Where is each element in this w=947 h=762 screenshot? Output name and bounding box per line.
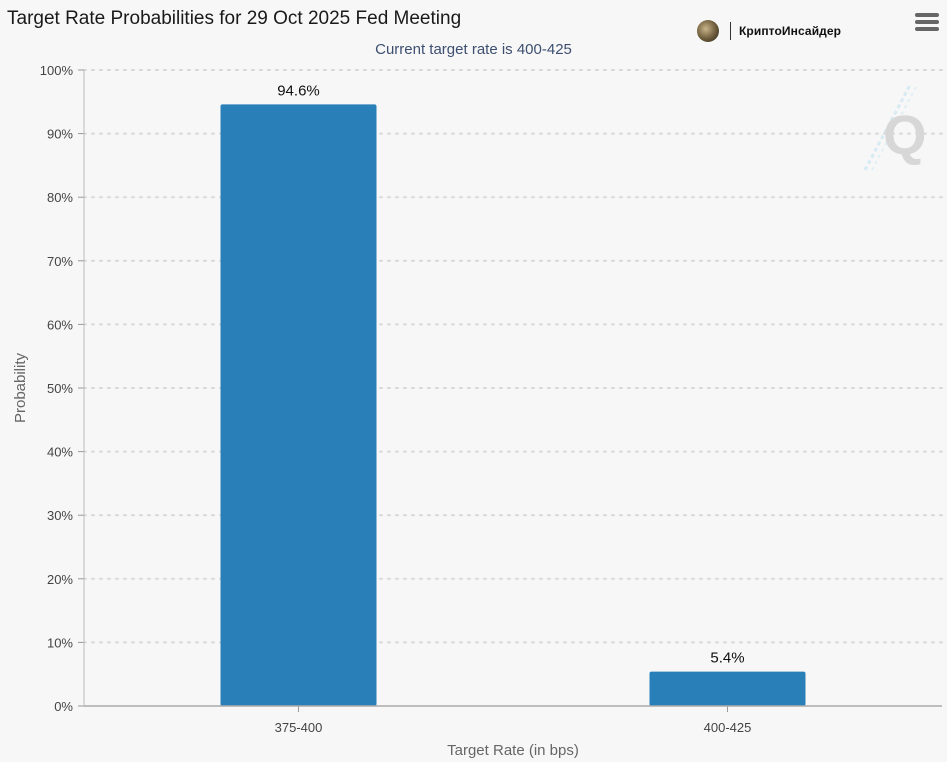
svg-text:Q: Q: [883, 103, 927, 166]
y-tick-label: 90%: [47, 127, 73, 142]
y-axis-title: Probability: [12, 352, 29, 423]
brand-name: КриптоИнсайдер: [739, 24, 842, 38]
x-tick-label: 400-425: [704, 720, 752, 735]
chart-title: Target Rate Probabilities for 29 Oct 202…: [7, 8, 462, 29]
y-tick-label: 0%: [54, 699, 73, 714]
bar-400-425[interactable]: [649, 671, 806, 706]
menu-bar-top: [915, 13, 939, 17]
data-labels: 94.6% 5.4%: [277, 82, 744, 666]
bar-375-400[interactable]: [220, 104, 377, 707]
y-tick-label: 50%: [47, 381, 73, 396]
menu-bar-bottom: [915, 27, 939, 31]
y-tick-label: 10%: [47, 635, 73, 650]
y-tick-label: 40%: [47, 445, 73, 460]
hamburger-menu-icon[interactable]: [915, 13, 939, 35]
grid-lines: [83, 69, 943, 644]
data-label-400-425: 5.4%: [710, 650, 744, 667]
bars: [220, 104, 806, 707]
y-axis: 0% 10% 20% 30% 40% 50% 60% 70% 80% 90% 100%: [40, 63, 85, 714]
x-tick-label: 375-400: [275, 720, 323, 735]
y-tick-label: 100%: [40, 63, 74, 78]
menu-bar-middle: [915, 20, 939, 24]
y-tick-label: 80%: [47, 190, 73, 205]
y-tick-label: 70%: [47, 254, 73, 269]
q-watermark-icon: Q: [863, 84, 927, 171]
brand-divider: [730, 22, 731, 40]
x-axis: 375-400 400-425: [84, 705, 942, 735]
chart-subtitle: Current target rate is 400-425: [375, 41, 572, 58]
y-tick-label: 30%: [47, 508, 73, 523]
x-axis-title: Target Rate (in bps): [447, 742, 579, 759]
brand-logo-icon: [697, 20, 719, 42]
brand[interactable]: КриптоИнсайдер: [697, 19, 841, 43]
data-label-375-400: 94.6%: [277, 82, 320, 99]
y-tick-label: 60%: [47, 317, 73, 332]
y-tick-label: 20%: [47, 572, 73, 587]
